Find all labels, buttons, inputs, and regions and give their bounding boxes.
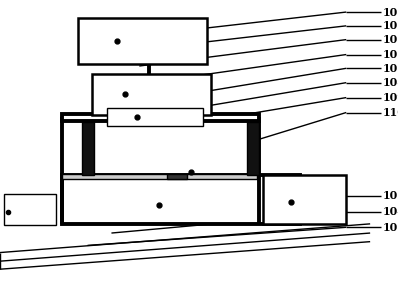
Text: 102: 102 xyxy=(383,20,398,31)
Text: 104: 104 xyxy=(383,206,398,217)
Text: 110: 110 xyxy=(383,107,398,118)
Bar xyxy=(62,114,259,121)
Text: 108: 108 xyxy=(383,77,398,88)
Text: 102-1: 102-1 xyxy=(383,34,398,45)
Bar xyxy=(62,175,300,224)
Text: 101: 101 xyxy=(383,7,398,18)
Bar xyxy=(263,175,346,224)
Bar xyxy=(107,108,203,126)
Bar xyxy=(4,194,56,225)
Text: 107: 107 xyxy=(383,190,398,201)
Text: 106: 106 xyxy=(383,63,398,74)
Bar xyxy=(92,74,211,115)
Text: 109: 109 xyxy=(383,92,398,103)
Text: 105: 105 xyxy=(383,49,398,60)
Text: 103: 103 xyxy=(383,222,398,233)
Bar xyxy=(82,122,94,175)
Bar xyxy=(167,174,187,179)
Bar xyxy=(247,122,259,175)
Bar xyxy=(78,18,207,64)
Bar xyxy=(62,174,257,179)
